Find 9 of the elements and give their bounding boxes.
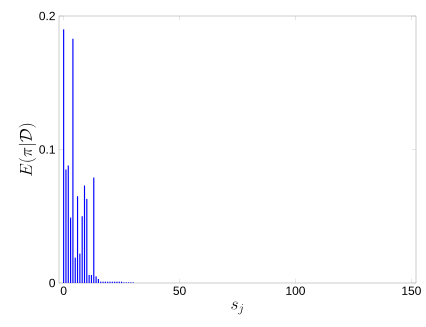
x-tick-label: 0 xyxy=(60,286,66,295)
x-tick-label: 150 xyxy=(402,286,421,295)
y-tick-label: 0.2 xyxy=(39,12,55,20)
y-axis-title: $E(\pi|\mathcal{D})$ xyxy=(18,124,36,176)
y-tick-label: 0 xyxy=(49,278,56,288)
x-tick-label: 50 xyxy=(173,286,186,295)
x-tick-label: 100 xyxy=(286,286,305,295)
x-axis-title: $s_j$ xyxy=(231,302,244,314)
y-tick-label: 0.1 xyxy=(39,145,55,154)
